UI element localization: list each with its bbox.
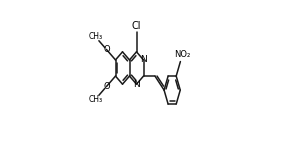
Text: NO₂: NO₂ xyxy=(174,50,190,59)
Text: O: O xyxy=(104,45,110,54)
Text: CH₃: CH₃ xyxy=(88,32,103,41)
Text: N: N xyxy=(133,80,140,89)
Text: N: N xyxy=(140,55,147,64)
Text: CH₃: CH₃ xyxy=(88,95,103,104)
Text: O: O xyxy=(104,82,110,91)
Text: Cl: Cl xyxy=(132,21,141,30)
